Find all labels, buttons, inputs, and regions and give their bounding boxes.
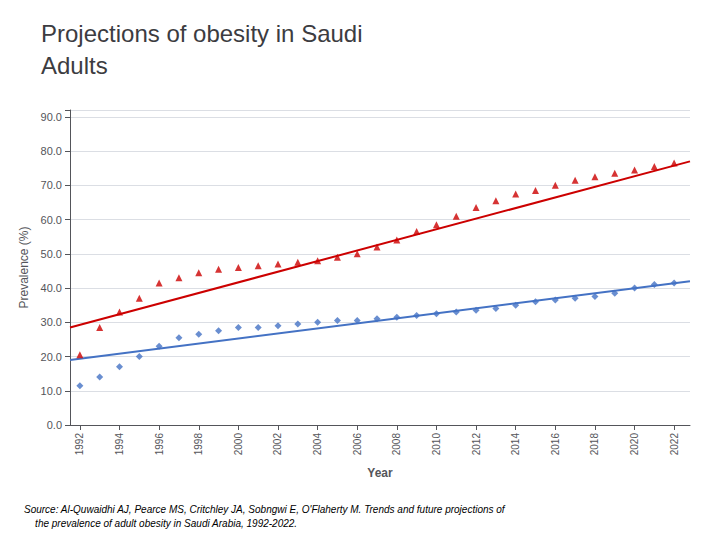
svg-text:2012: 2012 [471, 433, 482, 456]
svg-text:0.0: 0.0 [47, 419, 62, 431]
svg-text:2006: 2006 [352, 433, 363, 456]
svg-text:2000: 2000 [233, 433, 244, 456]
svg-text:Year: Year [367, 466, 393, 480]
svg-text:90.0: 90.0 [41, 111, 62, 123]
svg-text:2014: 2014 [510, 433, 521, 456]
svg-text:1996: 1996 [154, 433, 165, 456]
svg-text:2008: 2008 [391, 433, 402, 456]
svg-text:60.0: 60.0 [41, 214, 62, 226]
svg-text:80.0: 80.0 [41, 145, 62, 157]
svg-text:1994: 1994 [114, 433, 125, 456]
svg-text:1998: 1998 [193, 433, 204, 456]
svg-text:2004: 2004 [312, 433, 323, 456]
svg-text:40.0: 40.0 [41, 282, 62, 294]
svg-text:2018: 2018 [589, 433, 600, 456]
svg-text:2022: 2022 [669, 433, 680, 456]
svg-text:Prevalence (%): Prevalence (%) [17, 226, 31, 308]
svg-text:1992: 1992 [74, 433, 85, 456]
svg-text:30.0: 30.0 [41, 316, 62, 328]
svg-text:2002: 2002 [272, 433, 283, 456]
svg-text:Source: Al-Quwaidhi AJ, Pearce: Source: Al-Quwaidhi AJ, Pearce MS, Critc… [24, 504, 506, 515]
svg-text:2016: 2016 [550, 433, 561, 456]
svg-text:2020: 2020 [629, 433, 640, 456]
svg-text:10.0: 10.0 [41, 385, 62, 397]
svg-text:Projections of obesity in Saud: Projections of obesity in Saudi [41, 20, 363, 47]
svg-text:20.0: 20.0 [41, 351, 62, 363]
svg-text:Adults: Adults [41, 52, 108, 79]
svg-text:2010: 2010 [431, 433, 442, 456]
svg-text:50.0: 50.0 [41, 248, 62, 260]
svg-text:the prevalence of adult obesit: the prevalence of adult obesity in Saudi… [24, 518, 297, 529]
svg-text:70.0: 70.0 [41, 179, 62, 191]
